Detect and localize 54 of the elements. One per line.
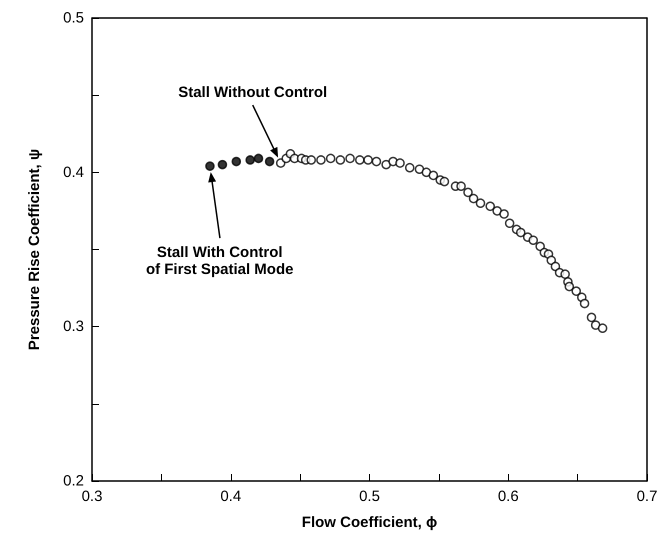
point (232, 156, 242, 166)
point (463, 188, 473, 198)
point (363, 155, 373, 165)
point (590, 320, 600, 330)
point (218, 160, 228, 170)
annotation: Stall Without Control (178, 84, 328, 102)
point (550, 262, 560, 272)
point (404, 162, 414, 172)
point (428, 170, 438, 180)
point (254, 154, 264, 164)
point (516, 228, 526, 238)
point (580, 298, 590, 308)
point (456, 181, 466, 191)
point (468, 194, 478, 204)
point (586, 312, 596, 322)
point (598, 323, 608, 333)
point (564, 282, 574, 292)
y-tick-label: 0.4 (63, 164, 84, 181)
point (535, 242, 545, 252)
point (571, 286, 581, 296)
point (395, 158, 405, 168)
x-tick-label: 0.3 (82, 488, 102, 505)
point (560, 269, 570, 279)
point (355, 155, 365, 165)
point (372, 156, 382, 166)
x-axis-title: Flow Coefficient, ϕ (302, 514, 438, 531)
y-axis-title: Pressure Rise Coefficient, ψ (26, 148, 43, 350)
point (245, 155, 255, 165)
point (336, 155, 346, 165)
point (499, 209, 509, 219)
x-tick-label: 0.6 (498, 488, 519, 505)
x-tick-label: 0.5 (359, 488, 380, 505)
point (440, 176, 450, 186)
x-tick-label: 0.4 (220, 488, 242, 505)
y-tick-label: 0.3 (63, 318, 84, 336)
point (326, 154, 336, 164)
point (546, 256, 556, 266)
point (381, 160, 391, 170)
point (528, 235, 538, 245)
x-tick-label: 0.7 (636, 488, 658, 505)
point (264, 156, 274, 166)
point (316, 155, 326, 165)
point (205, 161, 215, 171)
point (485, 202, 495, 212)
point (306, 155, 316, 165)
annotation: Stall With Control of First Spatial Mode (146, 244, 294, 278)
point (476, 198, 486, 208)
point (414, 164, 424, 174)
point (504, 218, 514, 228)
point (345, 154, 355, 164)
point (492, 206, 502, 216)
point (422, 168, 432, 178)
y-tick-label: 0.5 (63, 10, 84, 26)
y-tick-label: 0.2 (63, 472, 84, 490)
